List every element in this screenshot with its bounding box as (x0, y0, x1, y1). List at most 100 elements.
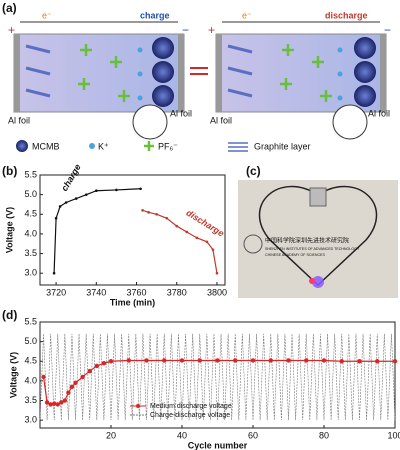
legend-k (89, 143, 95, 149)
point (44, 400, 50, 405)
point (58, 205, 62, 208)
point (215, 271, 219, 275)
point (175, 224, 179, 228)
point (195, 236, 199, 240)
point (55, 402, 60, 407)
point (74, 197, 78, 200)
y-tick-label: 4.5 (24, 356, 37, 366)
y-tick-label: 3.0 (24, 268, 37, 278)
point (41, 374, 46, 380)
mode-label: charge (140, 10, 170, 20)
point (233, 358, 238, 363)
point (87, 368, 92, 374)
magnifier (332, 104, 368, 140)
legend-pf6 (144, 141, 154, 151)
point (268, 358, 273, 363)
panel-label: (b) (2, 164, 17, 178)
legend-label: Medium discharge voltage (150, 403, 232, 410)
logo (243, 234, 263, 254)
point (357, 359, 362, 364)
legend-label: K⁺ (98, 141, 109, 151)
y-tick-label: 3.5 (24, 395, 37, 405)
point (375, 359, 380, 364)
legend-label: PF₆⁻ (158, 141, 178, 151)
x-tick-label: 3800 (207, 287, 227, 297)
point (59, 400, 64, 405)
point (84, 193, 88, 196)
foil (178, 34, 184, 112)
y-tick-label: 3.5 (24, 248, 37, 258)
point (197, 358, 202, 363)
point (304, 358, 309, 363)
x-tick-label: 100 (387, 430, 400, 440)
institute: CHINESE ACADEMY OF SCIENCES (265, 253, 325, 257)
point (250, 358, 256, 363)
arrow (190, 67, 208, 75)
point (141, 209, 144, 212)
y-tick-label: 4.0 (24, 375, 37, 385)
y-tick-label: 4.0 (24, 228, 37, 238)
point (392, 359, 398, 364)
point (139, 187, 142, 191)
mcmb (152, 37, 376, 107)
point (162, 358, 167, 363)
point (179, 358, 185, 363)
foil (380, 34, 386, 112)
x-tick-label: 80 (319, 430, 329, 440)
panel-label: (a) (2, 1, 17, 15)
foil-label: Al foil (210, 115, 232, 125)
point (215, 358, 220, 363)
legend-mcmb (16, 140, 28, 152)
x-tick-label: 60 (248, 430, 258, 440)
y-tick-label: 5.5 (24, 316, 37, 326)
point (115, 188, 118, 192)
legend-graphite (228, 142, 248, 152)
x-tick-label: 3780 (167, 287, 187, 297)
led (312, 276, 324, 288)
k-ion (137, 47, 343, 101)
y-tick-label: 3.0 (24, 415, 37, 425)
sign: − (182, 23, 189, 37)
x-tick-label: 3760 (127, 287, 147, 297)
sign: − (384, 23, 391, 37)
y-tick-label: 4.5 (24, 209, 37, 219)
led (309, 278, 315, 284)
institute: 中国科学院深圳先进技术研究院 (265, 237, 349, 245)
point (185, 230, 189, 234)
plot-frame (39, 174, 226, 286)
legend-label: Graphite layer (254, 141, 311, 151)
panel-label: (c) (246, 164, 261, 178)
point (321, 358, 327, 363)
point (165, 216, 168, 220)
y-tick-label: 5.5 (24, 169, 37, 179)
point (69, 384, 75, 389)
point (339, 359, 344, 364)
point (205, 240, 209, 244)
legend-marker (136, 404, 140, 408)
electron: e⁻ (242, 10, 252, 20)
point (73, 380, 78, 386)
point (95, 189, 98, 193)
series-line (39, 333, 396, 421)
electron: e⁻ (42, 10, 52, 20)
y-tick-label: 5.0 (24, 336, 37, 346)
point (286, 358, 291, 363)
panel-label: (d) (2, 308, 17, 322)
annotation: charge (59, 162, 82, 193)
point (64, 201, 68, 204)
photo: (c) 中国科学院深圳先进技术研究院 SHENZHEN INSTITUTES O… (238, 164, 398, 298)
point (108, 359, 114, 364)
point (48, 402, 53, 407)
pf6 (78, 44, 332, 102)
point (54, 216, 58, 220)
foil-label: Al foil (8, 115, 30, 125)
point (147, 211, 150, 214)
x-tick-label: 40 (177, 430, 187, 440)
x-tick-label: 3720 (46, 287, 66, 297)
point (155, 212, 158, 216)
cell (309, 187, 327, 207)
point (94, 363, 100, 369)
plot-frame (39, 321, 396, 429)
institute: SHENZHEN INSTITUTES OF ADVANCED TECHNOLO… (265, 247, 360, 251)
sign: + (8, 23, 15, 37)
